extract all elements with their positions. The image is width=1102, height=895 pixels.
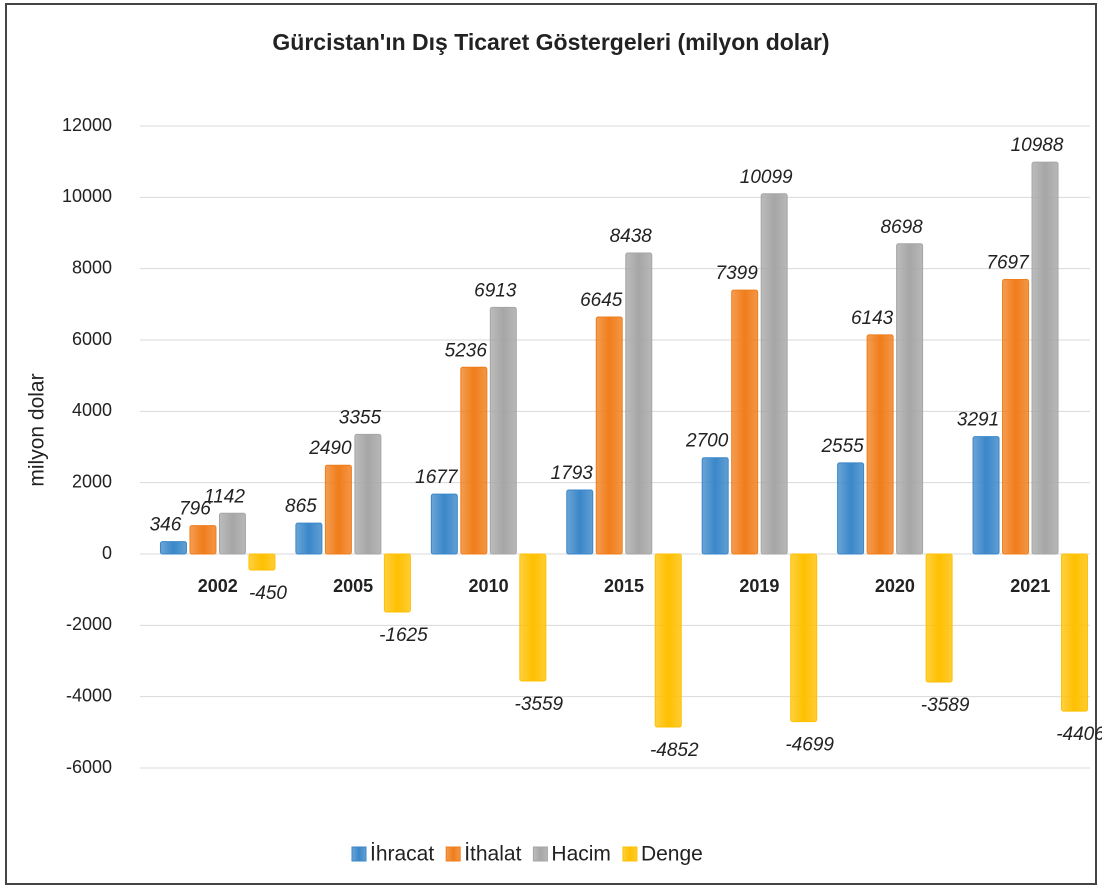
value-label: 10099 [740, 167, 793, 188]
x-tick-label: 2015 [604, 576, 644, 596]
value-label: 3291 [957, 410, 999, 431]
value-label: 3355 [339, 407, 382, 428]
bar [566, 489, 594, 555]
value-label: 7399 [716, 263, 759, 284]
value-label: -450 [249, 583, 287, 604]
y-tick-label: -6000 [66, 757, 112, 777]
y-tick-label: 8000 [72, 257, 112, 277]
bar [1061, 553, 1089, 712]
bar [430, 493, 458, 555]
bar [519, 553, 547, 682]
value-label: 6143 [851, 308, 894, 329]
y-axis-label: milyon dolar [26, 373, 49, 486]
legend-label: İthalat [464, 843, 521, 866]
value-label: 10988 [1011, 135, 1064, 156]
bar [383, 553, 411, 613]
bar [159, 541, 187, 555]
legend-label: İhracat [370, 843, 434, 866]
value-label: -3559 [515, 694, 564, 715]
y-tick-label: 2000 [72, 471, 112, 491]
value-label: 2490 [308, 438, 352, 459]
legend-swatch [622, 846, 638, 862]
bar [295, 522, 323, 555]
y-tick-label: 12000 [62, 115, 112, 135]
bar [489, 306, 517, 555]
bar [595, 316, 623, 555]
x-tick-label: 2005 [333, 576, 373, 596]
bar [731, 289, 759, 555]
legend: İhracat İthalat Hacim Denge [351, 843, 703, 866]
value-label: 6645 [580, 290, 623, 311]
value-label: 2700 [685, 431, 729, 452]
value-label: -4699 [785, 735, 834, 756]
x-tick-label: 2020 [875, 576, 915, 596]
y-tick-label: 0 [102, 543, 112, 563]
bar [189, 525, 217, 555]
legend-swatch [445, 846, 461, 862]
value-label: 8698 [880, 217, 923, 238]
bar [460, 366, 488, 555]
value-label: 796 [179, 499, 211, 520]
value-label: 6913 [474, 280, 517, 301]
bar [790, 553, 818, 723]
bar [925, 553, 953, 683]
bar [837, 462, 865, 555]
x-tick-label: 2021 [1010, 576, 1050, 596]
bar [1031, 161, 1059, 555]
x-tick-label: 2010 [469, 576, 509, 596]
legend-swatch [532, 846, 548, 862]
legend-label: Denge [641, 843, 703, 866]
value-label: 8438 [610, 226, 653, 247]
bar [1002, 278, 1030, 555]
value-label: -1625 [379, 625, 428, 646]
y-tick-label: -2000 [66, 614, 112, 634]
value-label: 1677 [415, 467, 459, 488]
value-label: -3589 [921, 695, 970, 716]
value-label: -4406 [1056, 724, 1102, 745]
bar [760, 193, 788, 555]
value-label: 1793 [551, 463, 594, 484]
bar [324, 464, 352, 555]
y-tick-label: 10000 [62, 186, 112, 206]
bar [701, 457, 729, 555]
y-tick-label: 4000 [72, 400, 112, 420]
value-label: 865 [285, 496, 317, 517]
bar [866, 334, 894, 555]
x-tick-label: 2002 [198, 576, 238, 596]
bar [218, 512, 246, 555]
bar [354, 433, 382, 555]
bar [896, 243, 924, 555]
value-label: 7697 [986, 252, 1030, 273]
value-label: -4852 [650, 740, 699, 761]
bar [248, 553, 276, 571]
legend-label: Hacim [551, 843, 611, 866]
value-label: 5236 [445, 340, 488, 361]
legend-swatch [351, 846, 367, 862]
chart-border [5, 3, 1097, 885]
value-label: 346 [150, 515, 182, 536]
bar [654, 553, 682, 728]
x-tick-label: 2019 [739, 576, 779, 596]
chart-title: Gürcistan'ın Dış Ticaret Göstergeleri (m… [272, 29, 829, 55]
y-tick-label: -4000 [66, 685, 112, 705]
value-label: 2555 [820, 436, 864, 457]
y-tick-label: 6000 [72, 329, 112, 349]
bar [625, 252, 653, 555]
bar [972, 436, 1000, 555]
value-label: 1142 [204, 486, 245, 507]
bars [159, 161, 1089, 728]
grid: -6000 -4000 -2000 0 2000 4000 6000 8000 10000 120… [62, 115, 1090, 777]
